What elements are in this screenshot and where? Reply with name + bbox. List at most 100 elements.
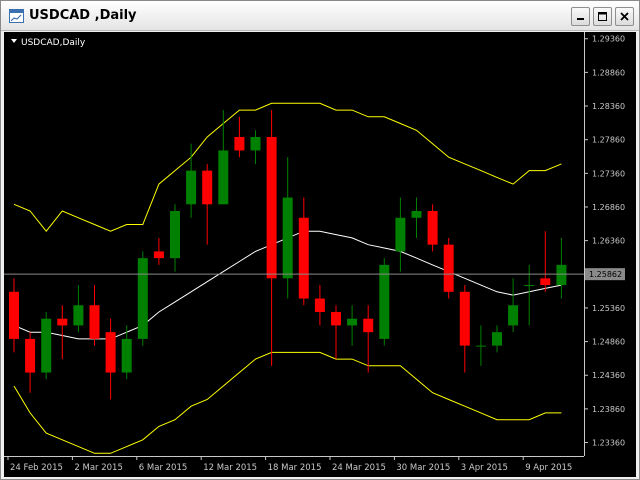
price-tick-label: 1.23360 xyxy=(592,439,625,448)
candle-body xyxy=(282,197,293,279)
candle xyxy=(121,325,132,380)
candle xyxy=(186,143,197,218)
candle xyxy=(475,325,486,366)
candle-body xyxy=(170,211,180,259)
candle xyxy=(492,325,502,353)
chart-window-icon xyxy=(9,9,24,23)
candle xyxy=(9,278,19,353)
current-price-value: 1.25862 xyxy=(589,270,622,279)
chart-symbol-label: USDCAD,Daily xyxy=(21,38,86,48)
candle-body xyxy=(379,264,390,339)
candle-body xyxy=(395,217,406,252)
candle-body xyxy=(331,311,341,326)
price-tick-label: 1.28860 xyxy=(592,68,625,77)
candle-body xyxy=(41,318,52,373)
current-price-marker: 1.25862 xyxy=(585,268,625,281)
envelope-lower-line xyxy=(13,351,562,454)
candle-body xyxy=(427,211,438,245)
window-title: USDCAD ,Daily xyxy=(29,8,137,23)
price-tick-label: 1.23860 xyxy=(592,405,625,414)
date-tick-label: 3 Apr 2015 xyxy=(461,463,508,473)
candle xyxy=(73,285,84,333)
candle-body xyxy=(234,136,245,151)
candle xyxy=(331,305,341,360)
candle-body xyxy=(363,318,374,333)
price-tick-label: 1.24360 xyxy=(592,371,625,380)
date-tick-label: 30 Mar 2015 xyxy=(396,463,450,473)
date-tick-label: 9 Apr 2015 xyxy=(525,463,572,473)
candle xyxy=(250,130,261,164)
maximize-button[interactable] xyxy=(593,7,612,26)
candle xyxy=(153,237,164,265)
candle-body xyxy=(186,170,197,205)
candle-body xyxy=(508,305,519,326)
candle-body xyxy=(57,318,68,326)
date-tick-label: 24 Mar 2015 xyxy=(332,463,386,473)
price-tick-label: 1.27860 xyxy=(592,136,625,145)
candle-body xyxy=(153,251,164,259)
minimize-button[interactable] xyxy=(571,7,590,26)
candle xyxy=(443,237,454,299)
candle-body xyxy=(25,338,36,373)
candle xyxy=(395,197,406,272)
date-tick-label: 18 Mar 2015 xyxy=(268,463,322,473)
candle xyxy=(137,251,148,346)
candle xyxy=(105,318,116,400)
minimize-icon xyxy=(577,18,584,20)
title-bar[interactable]: USDCAD ,Daily xyxy=(1,1,639,31)
dropdown-triangle-icon[interactable] xyxy=(11,39,17,43)
price-tick-label: 1.24860 xyxy=(592,338,625,347)
candle-body xyxy=(266,136,277,279)
chart-area[interactable]: 1.29360 1.28860 1.28360 1.27860 1.27360 1.268… xyxy=(4,32,636,477)
price-chart[interactable]: 1.29360 1.28860 1.28360 1.27860 1.27360 1.268… xyxy=(4,32,636,477)
candle xyxy=(202,163,213,245)
price-tick-label: 1.27360 xyxy=(592,169,625,178)
candle xyxy=(41,311,52,380)
candle-body xyxy=(202,170,213,205)
candle xyxy=(379,258,390,346)
date-tick-label: 6 Mar 2015 xyxy=(139,463,187,473)
price-tick-label: 1.28360 xyxy=(592,102,625,111)
candle-body xyxy=(475,345,486,347)
candle xyxy=(170,204,180,272)
candle xyxy=(298,197,309,306)
candle xyxy=(282,157,293,299)
candle xyxy=(218,110,229,205)
candle-body xyxy=(459,291,470,346)
price-tick-label: 1.26360 xyxy=(592,237,625,246)
envelope-upper-line xyxy=(13,102,562,233)
candle-body xyxy=(298,217,309,299)
candle xyxy=(524,264,535,326)
candle-body xyxy=(347,318,358,326)
candle-body xyxy=(524,285,535,287)
price-tick-label: 1.29360 xyxy=(592,35,625,44)
candle xyxy=(266,110,277,366)
candle xyxy=(540,231,551,292)
candle xyxy=(347,305,358,346)
date-tick-label: 12 Mar 2015 xyxy=(203,463,257,473)
candle-body xyxy=(105,332,116,373)
candle-body xyxy=(411,211,422,218)
close-icon xyxy=(620,12,629,21)
candle xyxy=(411,197,422,238)
price-tick-label: 1.25360 xyxy=(592,304,625,313)
candle-body xyxy=(556,264,567,286)
candle xyxy=(234,116,245,158)
candle-body xyxy=(73,305,84,326)
candle xyxy=(89,285,100,346)
candle xyxy=(57,305,68,360)
candle-body xyxy=(218,150,229,205)
candle-body xyxy=(250,136,261,151)
close-button[interactable] xyxy=(615,7,634,26)
candle xyxy=(508,278,519,333)
candle xyxy=(25,332,36,393)
candle-body xyxy=(121,338,132,373)
candle-body xyxy=(137,258,148,339)
candle xyxy=(314,285,325,326)
candle-body xyxy=(89,305,100,339)
candle-body xyxy=(443,244,454,292)
price-tick-label: 1.26860 xyxy=(592,203,625,212)
candle-body xyxy=(9,291,19,339)
candle xyxy=(427,204,438,252)
